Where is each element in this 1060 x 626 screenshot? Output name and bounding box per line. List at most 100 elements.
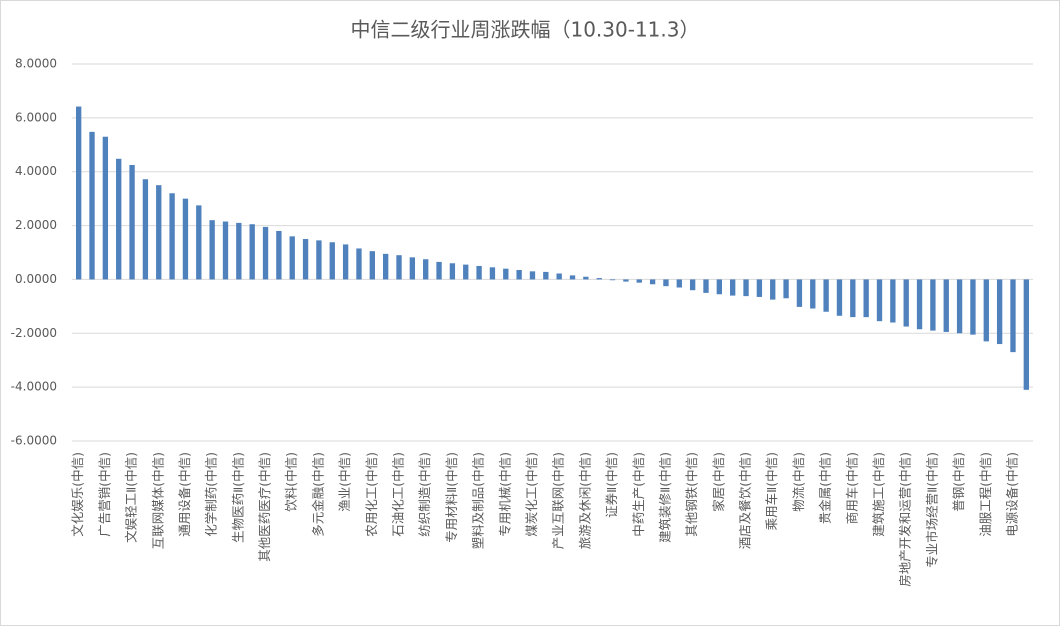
bar <box>116 158 122 280</box>
x-tick-label: 家居(中信) <box>711 452 726 512</box>
x-tick-label: 文化娱乐(中信) <box>70 452 85 537</box>
x-tick-label: 化学制药(中信) <box>204 452 219 537</box>
bar <box>302 239 309 280</box>
x-tick-label: 通用设备(中信) <box>177 452 192 537</box>
bar <box>436 261 442 280</box>
x-tick-label: 互联网媒体(中信) <box>150 452 165 549</box>
bar <box>382 253 389 280</box>
bar <box>449 263 456 280</box>
x-tick-label: 专用机械(中信) <box>497 452 512 537</box>
bar <box>703 279 709 293</box>
bar <box>890 279 896 323</box>
bar <box>810 279 816 309</box>
bar <box>249 224 255 280</box>
x-tick-label: 建筑施工(中信) <box>871 452 886 537</box>
bar <box>276 230 282 280</box>
bar <box>623 279 629 282</box>
bar <box>329 242 335 280</box>
bar <box>342 244 349 280</box>
x-tick-label: 文娱轻工Ⅱ(中信) <box>124 452 139 543</box>
bar <box>663 279 669 287</box>
bar <box>1023 279 1029 390</box>
bar <box>596 278 602 280</box>
bar <box>770 279 776 300</box>
bar <box>756 279 763 297</box>
x-tick-label: 其他医药医疗(中信) <box>257 452 272 562</box>
x-tick-label: 中药生产(中信) <box>631 452 646 537</box>
bar <box>876 279 883 322</box>
y-tick-label: -4.0000 <box>11 380 57 394</box>
y-tick-label: 6.0000 <box>15 110 57 124</box>
bar <box>142 179 149 280</box>
bar <box>943 279 949 332</box>
x-tick-label: 电源设备(中信) <box>1004 452 1019 537</box>
x-tick-label: 旅游及休闲(中信) <box>577 452 592 549</box>
y-tick-label: 0.0000 <box>15 272 57 286</box>
y-tick-label: -6.0000 <box>11 434 57 448</box>
bar <box>676 279 682 288</box>
x-tick-label: 其他钢铁(中信) <box>684 452 699 537</box>
x-tick-label: 物流(中信) <box>791 452 806 512</box>
bar <box>743 279 749 297</box>
bar <box>129 164 135 280</box>
bar <box>156 185 162 280</box>
bar <box>503 268 509 280</box>
bar <box>262 226 269 280</box>
bar <box>409 257 416 280</box>
x-tick-label: 纺织制造(中信) <box>417 452 432 537</box>
bar <box>836 279 843 316</box>
x-tick-label: 乘用车Ⅱ(中信) <box>764 452 779 530</box>
x-tick-label: 广告营销(中信) <box>97 452 112 537</box>
x-tick-label: 渔业(中信) <box>337 452 352 512</box>
bar <box>850 279 856 318</box>
bar <box>356 248 362 280</box>
bar <box>89 131 95 280</box>
bar <box>556 273 562 280</box>
x-tick-label: 建筑装修Ⅱ(中信) <box>657 452 672 543</box>
x-tick-label: 塑料及制品(中信) <box>471 452 486 549</box>
y-tick-label: 4.0000 <box>15 164 57 178</box>
y-tick-label: -2.0000 <box>11 326 57 340</box>
bar <box>169 193 175 280</box>
bar <box>863 279 869 318</box>
bar <box>369 251 375 280</box>
x-tick-label: 煤炭化工(中信) <box>524 452 539 537</box>
bar <box>529 271 536 280</box>
bar <box>903 279 909 327</box>
bar <box>996 279 1003 345</box>
bar <box>730 279 736 296</box>
bar <box>316 240 322 280</box>
bar <box>649 279 656 285</box>
bar <box>182 198 189 280</box>
bar <box>209 220 215 280</box>
bar <box>289 236 295 280</box>
x-tick-label: 多元金融(中信) <box>310 452 325 537</box>
bar <box>796 279 803 307</box>
bar <box>222 221 229 280</box>
bar <box>983 279 989 342</box>
bar <box>489 267 496 280</box>
x-tick-label: 饮料(中信) <box>284 452 299 512</box>
bar <box>1010 279 1016 353</box>
x-tick-label: 贵金属(中信) <box>818 452 833 524</box>
x-tick-label: 证券Ⅱ(中信) <box>604 452 619 518</box>
bar <box>970 279 976 335</box>
bar <box>569 275 576 280</box>
x-tick-label: 农用化工(中信) <box>364 452 379 537</box>
bar <box>583 276 589 280</box>
bar <box>516 270 522 280</box>
bar <box>476 265 482 280</box>
bar <box>76 106 82 280</box>
bar <box>236 222 242 280</box>
bar <box>196 205 202 280</box>
x-tick-label: 生物医药Ⅱ(中信) <box>230 452 245 543</box>
x-tick-label: 专业市场经营Ⅱ(中信) <box>924 452 939 568</box>
x-tick-label: 房地产开发和运营(中信) <box>898 452 913 587</box>
bar <box>423 259 429 280</box>
x-tick-label: 专用材料Ⅱ(中信) <box>444 452 459 543</box>
bar <box>463 264 469 280</box>
y-tick-label: 2.0000 <box>15 218 57 232</box>
bar <box>716 279 723 295</box>
